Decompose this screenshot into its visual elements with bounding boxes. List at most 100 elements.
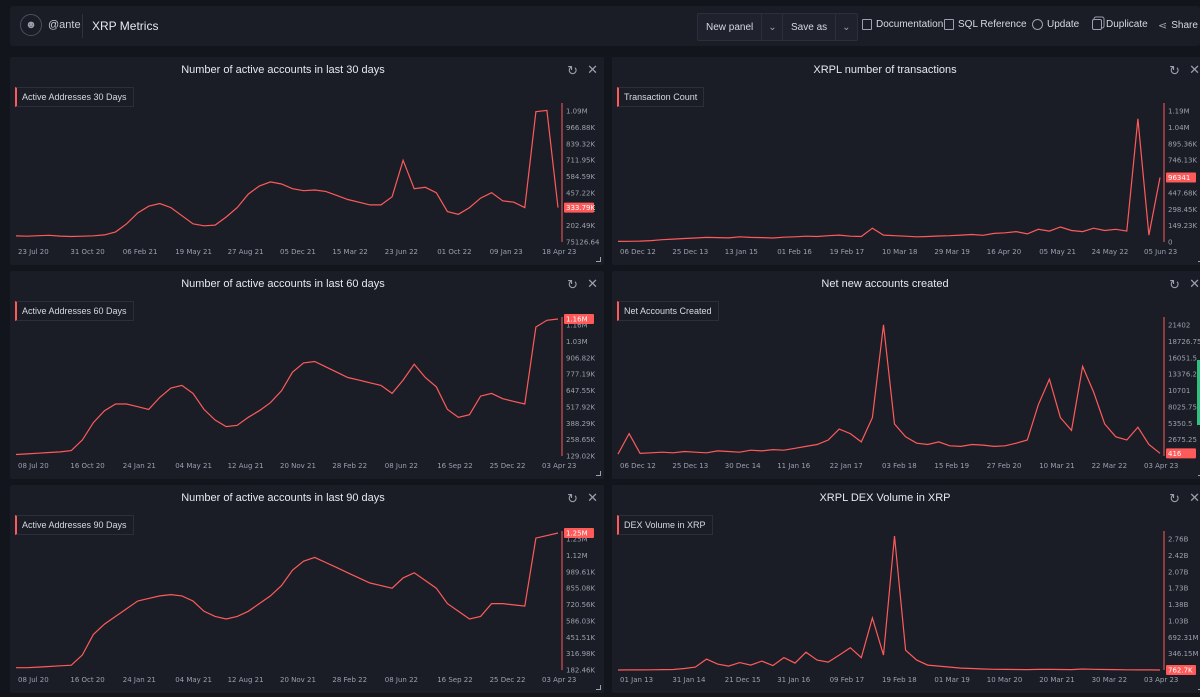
duplicate-button[interactable]: Duplicate [1092,19,1148,30]
chart-panel: Number of active accounts in last 60 day… [10,271,604,479]
x-tick-label: 20 Nov 21 [280,676,316,684]
current-value-badge-bg [564,314,594,324]
scroll-indicator[interactable] [1197,360,1200,425]
username: @ante [48,19,81,31]
y-tick-label: 18726.75 [1168,338,1200,346]
close-icon[interactable]: ✕ [587,62,598,77]
line-chart[interactable]: 1.25M 1.12M 989.61K 855.08K 720.56K 586.03K 45… [10,485,604,693]
y-tick-label: 711.95K [566,157,595,165]
close-icon[interactable]: ✕ [1189,62,1200,77]
y-tick-label: 1.25M [566,536,588,544]
close-icon[interactable]: ✕ [587,276,598,291]
resize-handle[interactable] [1198,685,1200,690]
x-tick-label: 16 Sep 22 [437,462,472,470]
refresh-icon[interactable]: ↻ [1169,63,1180,78]
update-button[interactable]: Update [1032,19,1079,30]
resize-handle[interactable] [1198,471,1200,476]
duplicate-icon [1092,19,1102,30]
panel-title: Number of active accounts in last 90 day… [181,492,385,504]
y-tick-label: 895.36K [1168,140,1197,148]
chevron-down-icon[interactable]: ⌄ [761,14,782,40]
series-line [617,118,1161,242]
x-tick-label: 05 May 21 [1039,248,1076,256]
share-button[interactable]: ⋖ Share [1158,19,1198,32]
y-tick-label: 1.03M [566,338,588,346]
x-tick-label: 23 Jul 20 [18,248,49,256]
series-line [617,324,1161,455]
x-tick-label: 24 May 22 [1092,248,1129,256]
x-tick-label: 08 Jun 22 [385,676,418,684]
resize-handle[interactable] [596,471,601,476]
x-tick-label: 27 Feb 20 [987,462,1022,470]
y-tick-label: 258.65K [566,436,595,444]
save-as-button[interactable]: Save as ⌄ [782,13,858,41]
y-tick-label: 989.61K [566,568,595,576]
x-tick-label: 19 Feb 18 [882,676,917,684]
refresh-icon[interactable]: ↻ [567,63,578,78]
x-tick-label: 22 Mar 22 [1092,462,1127,470]
close-icon[interactable]: ✕ [1189,490,1200,505]
x-tick-label: 16 Sep 22 [437,676,472,684]
x-tick-label: 28 Feb 22 [332,676,367,684]
refresh-icon[interactable]: ↻ [567,277,578,292]
legend[interactable]: DEX Volume in XRP [617,515,713,535]
x-tick-label: 23 Jun 22 [385,248,418,256]
y-tick-label: 298.45K [1168,206,1197,214]
line-chart[interactable]: 21402 18726.75 16051.5 13376.25 10701 8025.75… [612,271,1200,479]
y-tick-label: 777.19K [566,371,595,379]
x-tick-label: 08 Jun 22 [385,462,418,470]
x-tick-label: 01 Oct 22 [437,248,471,256]
y-tick-label: 584.59K [566,173,595,181]
user-menu[interactable]: ☻ @ante [20,14,81,36]
x-tick-label: 25 Dec 13 [672,462,708,470]
y-tick-label: 517.92K [566,403,595,411]
x-tick-label: 03 Apr 23 [542,676,576,684]
refresh-icon[interactable]: ↻ [1169,277,1180,292]
x-tick-label: 01 Jan 13 [620,676,653,684]
line-chart[interactable]: 1.19M1.04M895.36K746.13K596.9K447.68K298… [612,57,1200,265]
legend[interactable]: Active Addresses 90 Days [15,515,134,535]
x-tick-label: 19 Feb 17 [830,248,865,256]
line-chart[interactable]: 1.09M 966.88K 839.32K 711.95K 584.59K 457.22K… [10,57,604,265]
y-tick-label: 1.12M [566,552,588,560]
x-tick-label: 01 Feb 16 [777,248,812,256]
resize-handle[interactable] [1198,257,1200,262]
x-tick-label: 20 Mar 21 [1039,676,1074,684]
resize-handle[interactable] [596,257,601,262]
y-tick-label: 202.49K [566,222,595,230]
y-tick-label: 720.56K [566,601,595,609]
x-tick-label: 10 Mar 20 [987,676,1022,684]
legend[interactable]: Transaction Count [617,87,705,107]
current-value-label: 1.25M [566,530,588,538]
legend[interactable]: Net Accounts Created [617,301,719,321]
refresh-icon[interactable]: ↻ [567,491,578,506]
new-panel-button[interactable]: New panel ⌄ [697,13,784,41]
user-avatar-icon[interactable]: ☻ [20,14,42,36]
x-tick-label: 12 Aug 21 [228,462,264,470]
x-tick-label: 29 Mar 19 [934,248,969,256]
series-line [16,532,559,669]
close-icon[interactable]: ✕ [1189,276,1200,291]
y-tick-label: 2675.25 [1168,436,1197,444]
legend[interactable]: Active Addresses 30 Days [15,87,134,107]
refresh-icon[interactable]: ↻ [1169,491,1180,506]
documentation-link[interactable]: Documentation [862,19,943,30]
chevron-down-icon[interactable]: ⌄ [835,14,856,40]
close-icon[interactable]: ✕ [587,490,598,505]
y-tick-label: 16051.5 [1168,354,1197,362]
line-chart[interactable]: 1.16M 1.03M 906.82K 777.19K 647.55K 517.92K 38… [10,271,604,479]
x-tick-label: 06 Feb 21 [123,248,158,256]
y-tick-label: 451.51K [566,634,595,642]
x-tick-label: 16 Apr 20 [987,248,1021,256]
legend[interactable]: Active Addresses 60 Days [15,301,134,321]
resize-handle[interactable] [596,685,601,690]
y-tick-label: 1.73B [1168,585,1189,593]
x-tick-label: 21 Dec 15 [725,676,761,684]
y-tick-label: 2.07B [1168,568,1189,576]
line-chart[interactable]: 2.76B 2.42B 2.07B 1.73B 1.38B 1.03B 692.31M 346… [612,485,1200,693]
x-tick-label: 05 Jun 23 [1144,248,1177,256]
y-tick-label: 1.19M [1168,108,1190,116]
panel-title: XRPL number of transactions [813,64,957,76]
y-tick-label: 966.88K [566,124,595,132]
sql-reference-link[interactable]: SQL Reference [944,19,1027,30]
